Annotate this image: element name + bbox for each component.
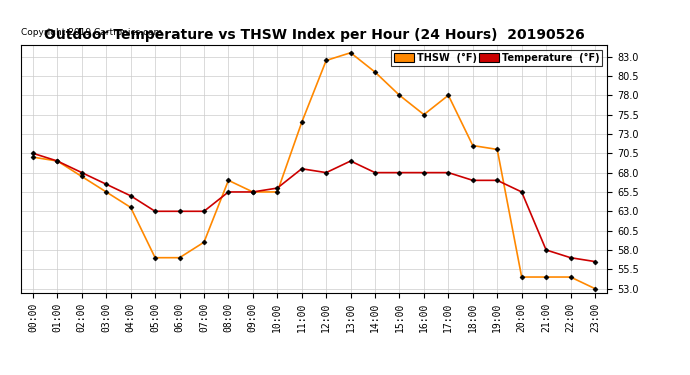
Text: Copyright 2019 Cartronics.com: Copyright 2019 Cartronics.com bbox=[21, 28, 162, 37]
Title: Outdoor Temperature vs THSW Index per Hour (24 Hours)  20190526: Outdoor Temperature vs THSW Index per Ho… bbox=[43, 28, 584, 42]
Legend: THSW  (°F), Temperature  (°F): THSW (°F), Temperature (°F) bbox=[391, 50, 602, 66]
